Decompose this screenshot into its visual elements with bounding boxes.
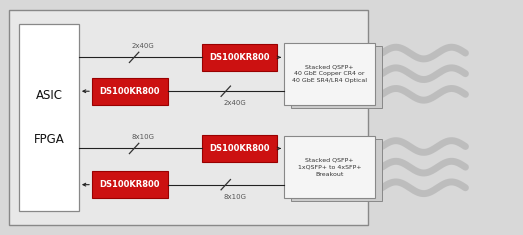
FancyBboxPatch shape xyxy=(92,78,167,105)
FancyBboxPatch shape xyxy=(291,46,382,108)
Text: DS100KR800: DS100KR800 xyxy=(209,53,269,62)
FancyBboxPatch shape xyxy=(19,24,79,211)
Text: 2x40G: 2x40G xyxy=(223,100,246,106)
Text: 2x40G: 2x40G xyxy=(131,43,154,49)
Text: DS100KR800: DS100KR800 xyxy=(99,180,160,189)
Text: FPGA: FPGA xyxy=(33,133,64,146)
FancyBboxPatch shape xyxy=(284,136,375,198)
FancyBboxPatch shape xyxy=(284,43,375,105)
Text: ASIC: ASIC xyxy=(36,89,62,102)
FancyBboxPatch shape xyxy=(201,44,277,71)
FancyBboxPatch shape xyxy=(291,139,382,201)
Text: Stacked QSFP+
40 GbE Copper CR4 or
40 GbE SR4/LR4 Optical: Stacked QSFP+ 40 GbE Copper CR4 or 40 Gb… xyxy=(292,64,367,83)
FancyBboxPatch shape xyxy=(201,135,277,162)
Text: Stacked QSFP+
1xQSFP+ to 4xSFP+
Breakout: Stacked QSFP+ 1xQSFP+ to 4xSFP+ Breakout xyxy=(298,158,361,177)
FancyBboxPatch shape xyxy=(8,10,368,225)
Text: DS100KR800: DS100KR800 xyxy=(99,87,160,96)
Text: 8x10G: 8x10G xyxy=(131,134,154,140)
FancyBboxPatch shape xyxy=(92,171,167,198)
Text: DS100KR800: DS100KR800 xyxy=(209,144,269,153)
Text: 8x10G: 8x10G xyxy=(223,194,246,200)
